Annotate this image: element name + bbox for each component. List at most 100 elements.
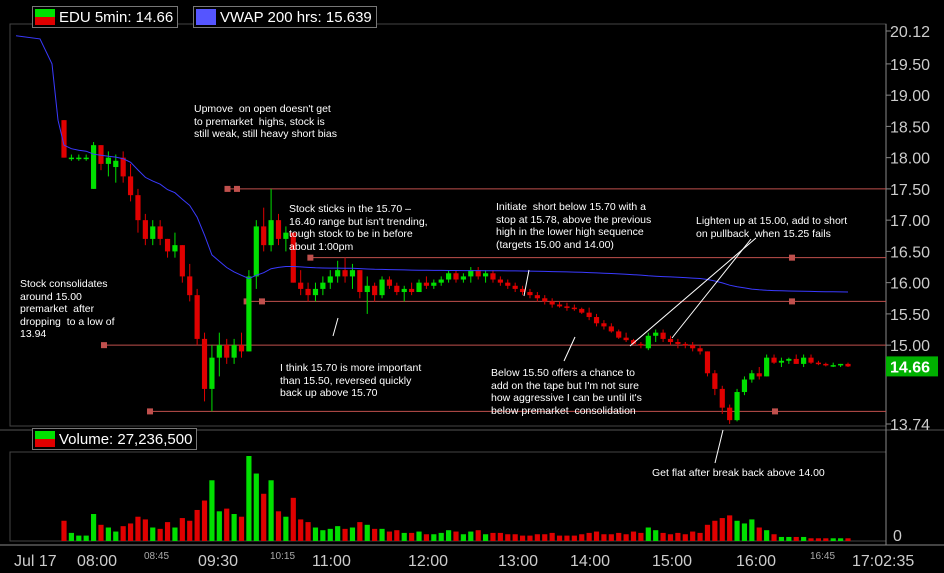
volume-bar	[335, 526, 341, 541]
candle-body	[409, 288, 415, 293]
price-level-marker	[147, 408, 153, 415]
volume-bar	[98, 524, 104, 541]
volume-bar	[727, 515, 733, 541]
candle-body	[727, 407, 733, 421]
volume-bar	[172, 527, 178, 541]
volume-bar	[801, 536, 807, 541]
candle-body	[275, 220, 282, 239]
candle-body	[261, 226, 267, 246]
x-tick-label: 11:00	[312, 553, 351, 570]
volume-bar	[120, 526, 126, 541]
annotation-below-1550: Below 15.50 offers a chance to add on th…	[491, 367, 642, 417]
y-tick-label: 16.50	[890, 244, 930, 261]
annotation-pointer	[671, 238, 752, 339]
candle-body	[298, 282, 304, 289]
volume-bar	[653, 530, 659, 541]
volume-bar	[275, 511, 282, 541]
candle-body	[460, 276, 466, 280]
candle-body	[793, 358, 799, 364]
candle-body	[601, 323, 607, 327]
volume-bar	[357, 522, 363, 541]
x-tick-label: 13:00	[498, 553, 538, 570]
candle-body	[401, 288, 407, 293]
volume-bar	[224, 508, 230, 541]
volume-bar	[793, 536, 799, 541]
volume-bar	[157, 528, 163, 541]
candle-body	[667, 338, 674, 343]
volume-bar	[312, 527, 319, 541]
volume-bar	[90, 514, 97, 541]
candle-body	[135, 195, 141, 221]
volume-bar	[423, 534, 430, 541]
x-tick-label: 10:15	[270, 551, 295, 562]
vwap-legend-label: VWAP 200 hrs: 15.639	[220, 8, 372, 26]
candle-body	[113, 160, 119, 168]
candle-body	[712, 373, 718, 389]
y-tick-label: 17.00	[890, 213, 930, 230]
volume-bar	[327, 528, 333, 541]
volume-bar	[519, 535, 526, 541]
volume-bar	[68, 532, 74, 541]
volume-bar	[534, 534, 540, 541]
candle-body	[734, 392, 740, 421]
candle-body	[704, 351, 711, 374]
candle-body	[216, 345, 222, 358]
candle-body	[327, 276, 333, 283]
candle-body	[815, 362, 822, 365]
volume-bar	[113, 531, 119, 541]
y-tick-label: 18.00	[890, 151, 930, 168]
volume-bar	[527, 535, 533, 541]
candle-body	[741, 379, 748, 393]
price-legend-label: EDU 5min: 14.66	[59, 8, 174, 26]
price-level-marker	[789, 254, 795, 261]
candle-body	[749, 373, 755, 380]
volume-bar	[490, 532, 496, 541]
candle-body	[608, 326, 614, 332]
candle-body	[120, 157, 126, 177]
volume-bar	[778, 536, 785, 541]
candle-body	[379, 279, 385, 296]
volume-bar	[349, 527, 356, 541]
volume-bar	[298, 519, 304, 541]
volume-bar	[320, 530, 326, 541]
candle-body	[253, 226, 259, 277]
candle-body	[61, 120, 67, 158]
volume-tick-label: 0	[893, 528, 902, 545]
volume-bar	[497, 532, 503, 541]
candle-body	[372, 285, 378, 296]
volume-bar	[453, 531, 459, 541]
volume-bar	[246, 456, 252, 541]
candle-body	[268, 220, 274, 246]
candle-body	[497, 279, 503, 283]
candle-body	[542, 298, 548, 302]
volume-bar	[61, 520, 67, 541]
volume-bar	[431, 534, 437, 541]
annotation-consolidates: Stock consolidates around 15.00 premarke…	[20, 278, 115, 340]
y-tick-label: 19.50	[890, 57, 930, 74]
volume-bar	[586, 532, 592, 541]
candle-body	[342, 270, 348, 277]
annotation-important: I think 15.70 is more important than 15.…	[280, 362, 422, 399]
candle-body	[786, 358, 792, 361]
volume-bar	[601, 534, 607, 541]
candle-body	[290, 232, 296, 283]
annotation-upmove: Upmove on open doesn't get to premarket …	[194, 103, 337, 140]
volume-bar	[630, 531, 637, 541]
volume-bar	[838, 538, 844, 541]
candle-body	[209, 357, 215, 389]
candle-body	[771, 357, 777, 363]
candle-body	[830, 365, 836, 367]
volume-bar	[201, 500, 208, 541]
last-price-label: 14.66	[890, 359, 930, 376]
volume-bar	[372, 528, 378, 541]
volume-bar	[179, 518, 185, 541]
candle-body	[194, 295, 200, 339]
candle-body	[527, 292, 533, 296]
candle-body	[364, 285, 370, 293]
volume-bar	[593, 531, 600, 541]
volume-bar	[216, 511, 222, 541]
candle-body	[349, 270, 356, 277]
candle-body	[519, 288, 526, 293]
candle-body	[490, 273, 496, 280]
